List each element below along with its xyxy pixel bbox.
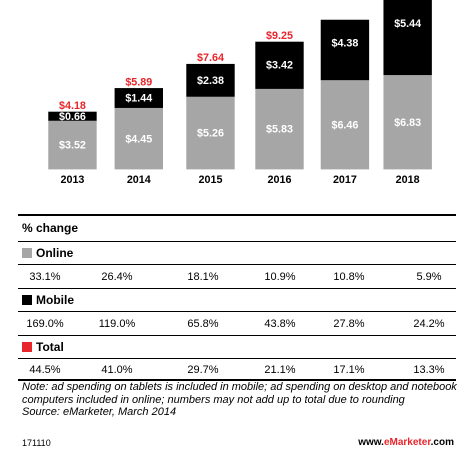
total-swatch: [22, 342, 32, 352]
mobile-rule: [18, 311, 456, 312]
label-mobile-2017: $4.38: [331, 38, 358, 50]
label-online-2017: $6.46: [331, 119, 358, 131]
year-label-2017: 2017: [333, 174, 357, 186]
total-pct-2014: 41.0%: [101, 364, 133, 376]
label-online-2018: $6.83: [394, 117, 421, 129]
legend-mobile-label: Mobile: [36, 293, 74, 307]
online-pct-row: 33.1% 26.4% 18.1% 10.9% 10.8% 5.9%: [0, 271, 464, 287]
label-online-2013: $3.52: [59, 140, 86, 152]
label-mobile-2018: $5.44: [394, 18, 421, 30]
bar-online-2015: [186, 96, 235, 170]
label-mobile-2014: $1.44: [125, 93, 152, 105]
label-mobile-2015: $2.38: [197, 75, 224, 87]
legend-total: Total: [22, 339, 64, 355]
mobile-pct-row: 169.0% 119.0% 65.8% 43.8% 27.8% 24.2%: [0, 318, 464, 334]
legend-online-label: Online: [36, 246, 74, 260]
mobile-pct-2014: 119.0%: [98, 318, 136, 330]
mobile-pct-2017: 27.8%: [333, 318, 365, 330]
legend-mobile: Mobile: [22, 292, 74, 308]
legend-total-label: Total: [36, 340, 64, 354]
online-pct-2015: 18.1%: [187, 271, 219, 283]
year-label-2016: 2016: [268, 174, 292, 186]
total-pct-row: 44.5% 41.0% 29.7% 21.1% 17.1% 13.3%: [0, 364, 464, 380]
total-pct-2018: 13.3%: [413, 364, 445, 376]
table-bottom-rule: [18, 379, 456, 381]
year-label-2018: 2018: [396, 174, 420, 186]
legend-online: Online: [22, 245, 73, 261]
bar-online-2014: [114, 107, 163, 170]
bar-online-2013: [48, 120, 97, 170]
footnote: Note: ad spending on tablets is included…: [22, 381, 458, 419]
label-mobile-2013: $0.66: [59, 111, 86, 123]
bar-mobile-2016: [255, 41, 304, 89]
table-top-rule: [18, 214, 456, 216]
label-total-2013: $4.18: [59, 100, 86, 112]
source-text: Source: eMarketer, March 2014: [22, 406, 177, 418]
pct-change-title: % change: [22, 221, 79, 235]
brand-suffix: .com: [430, 437, 454, 448]
year-label-2013: 2013: [61, 174, 85, 186]
stacked-bar-chart: $3.52 $0.66$4.18 2013 $4.45 $1.44 $5.89 2014 $5…: [48, 0, 432, 186]
label-online-2015: $5.26: [197, 128, 224, 140]
online-pct-2017: 10.8%: [333, 271, 365, 283]
online-pct-2013: 33.1%: [29, 271, 61, 283]
total-pct-2015: 29.7%: [187, 364, 219, 376]
brand-name: eMarketer: [383, 437, 431, 448]
label-online-2014: $4.45: [125, 133, 152, 145]
bar-mobile-2015: [186, 63, 235, 97]
total-pct-2013: 44.5%: [29, 364, 61, 376]
label-total-2015: $7.64: [197, 52, 224, 64]
year-label-2014: 2014: [127, 174, 151, 186]
bar-mobile-2018: [383, 0, 432, 76]
brand-logo: www.eMarketer.com: [358, 437, 454, 448]
bar-mobile-2013: [48, 111, 97, 121]
online-swatch: [22, 248, 32, 258]
mobile-pct-2013: 169.0%: [26, 318, 64, 330]
total-rule: [18, 358, 456, 359]
online-rule: [18, 264, 456, 265]
label-total-2014: $5.89: [125, 76, 152, 88]
chart-id: 171110: [22, 438, 51, 448]
online-bottom-rule: [18, 288, 456, 289]
mobile-pct-2016: 43.8%: [264, 318, 296, 330]
mobile-swatch: [22, 295, 32, 305]
mobile-pct-2018: 24.2%: [413, 318, 445, 330]
bar-online-2018: [383, 75, 432, 170]
bar-online-2016: [255, 88, 304, 170]
total-pct-2016: 21.1%: [264, 364, 296, 376]
note-text: Note: ad spending on tablets is included…: [22, 381, 457, 406]
label-online-2016: $5.83: [266, 124, 293, 136]
online-pct-2016: 10.9%: [264, 271, 296, 283]
title-rule: [18, 241, 456, 242]
label-mobile-2016: $3.42: [266, 60, 293, 72]
bar-online-2017: [320, 80, 370, 170]
mobile-bottom-rule: [18, 335, 456, 336]
online-pct-2018: 5.9%: [416, 271, 442, 283]
total-pct-2017: 17.1%: [333, 364, 365, 376]
label-total-2016: $9.25: [266, 30, 293, 42]
mobile-pct-2015: 65.8%: [187, 318, 219, 330]
online-pct-2014: 26.4%: [101, 271, 133, 283]
bar-mobile-2017: [320, 19, 370, 81]
bar-mobile-2014: [114, 88, 163, 108]
brand-prefix: www.: [358, 437, 384, 448]
year-label-2015: 2015: [199, 174, 223, 186]
